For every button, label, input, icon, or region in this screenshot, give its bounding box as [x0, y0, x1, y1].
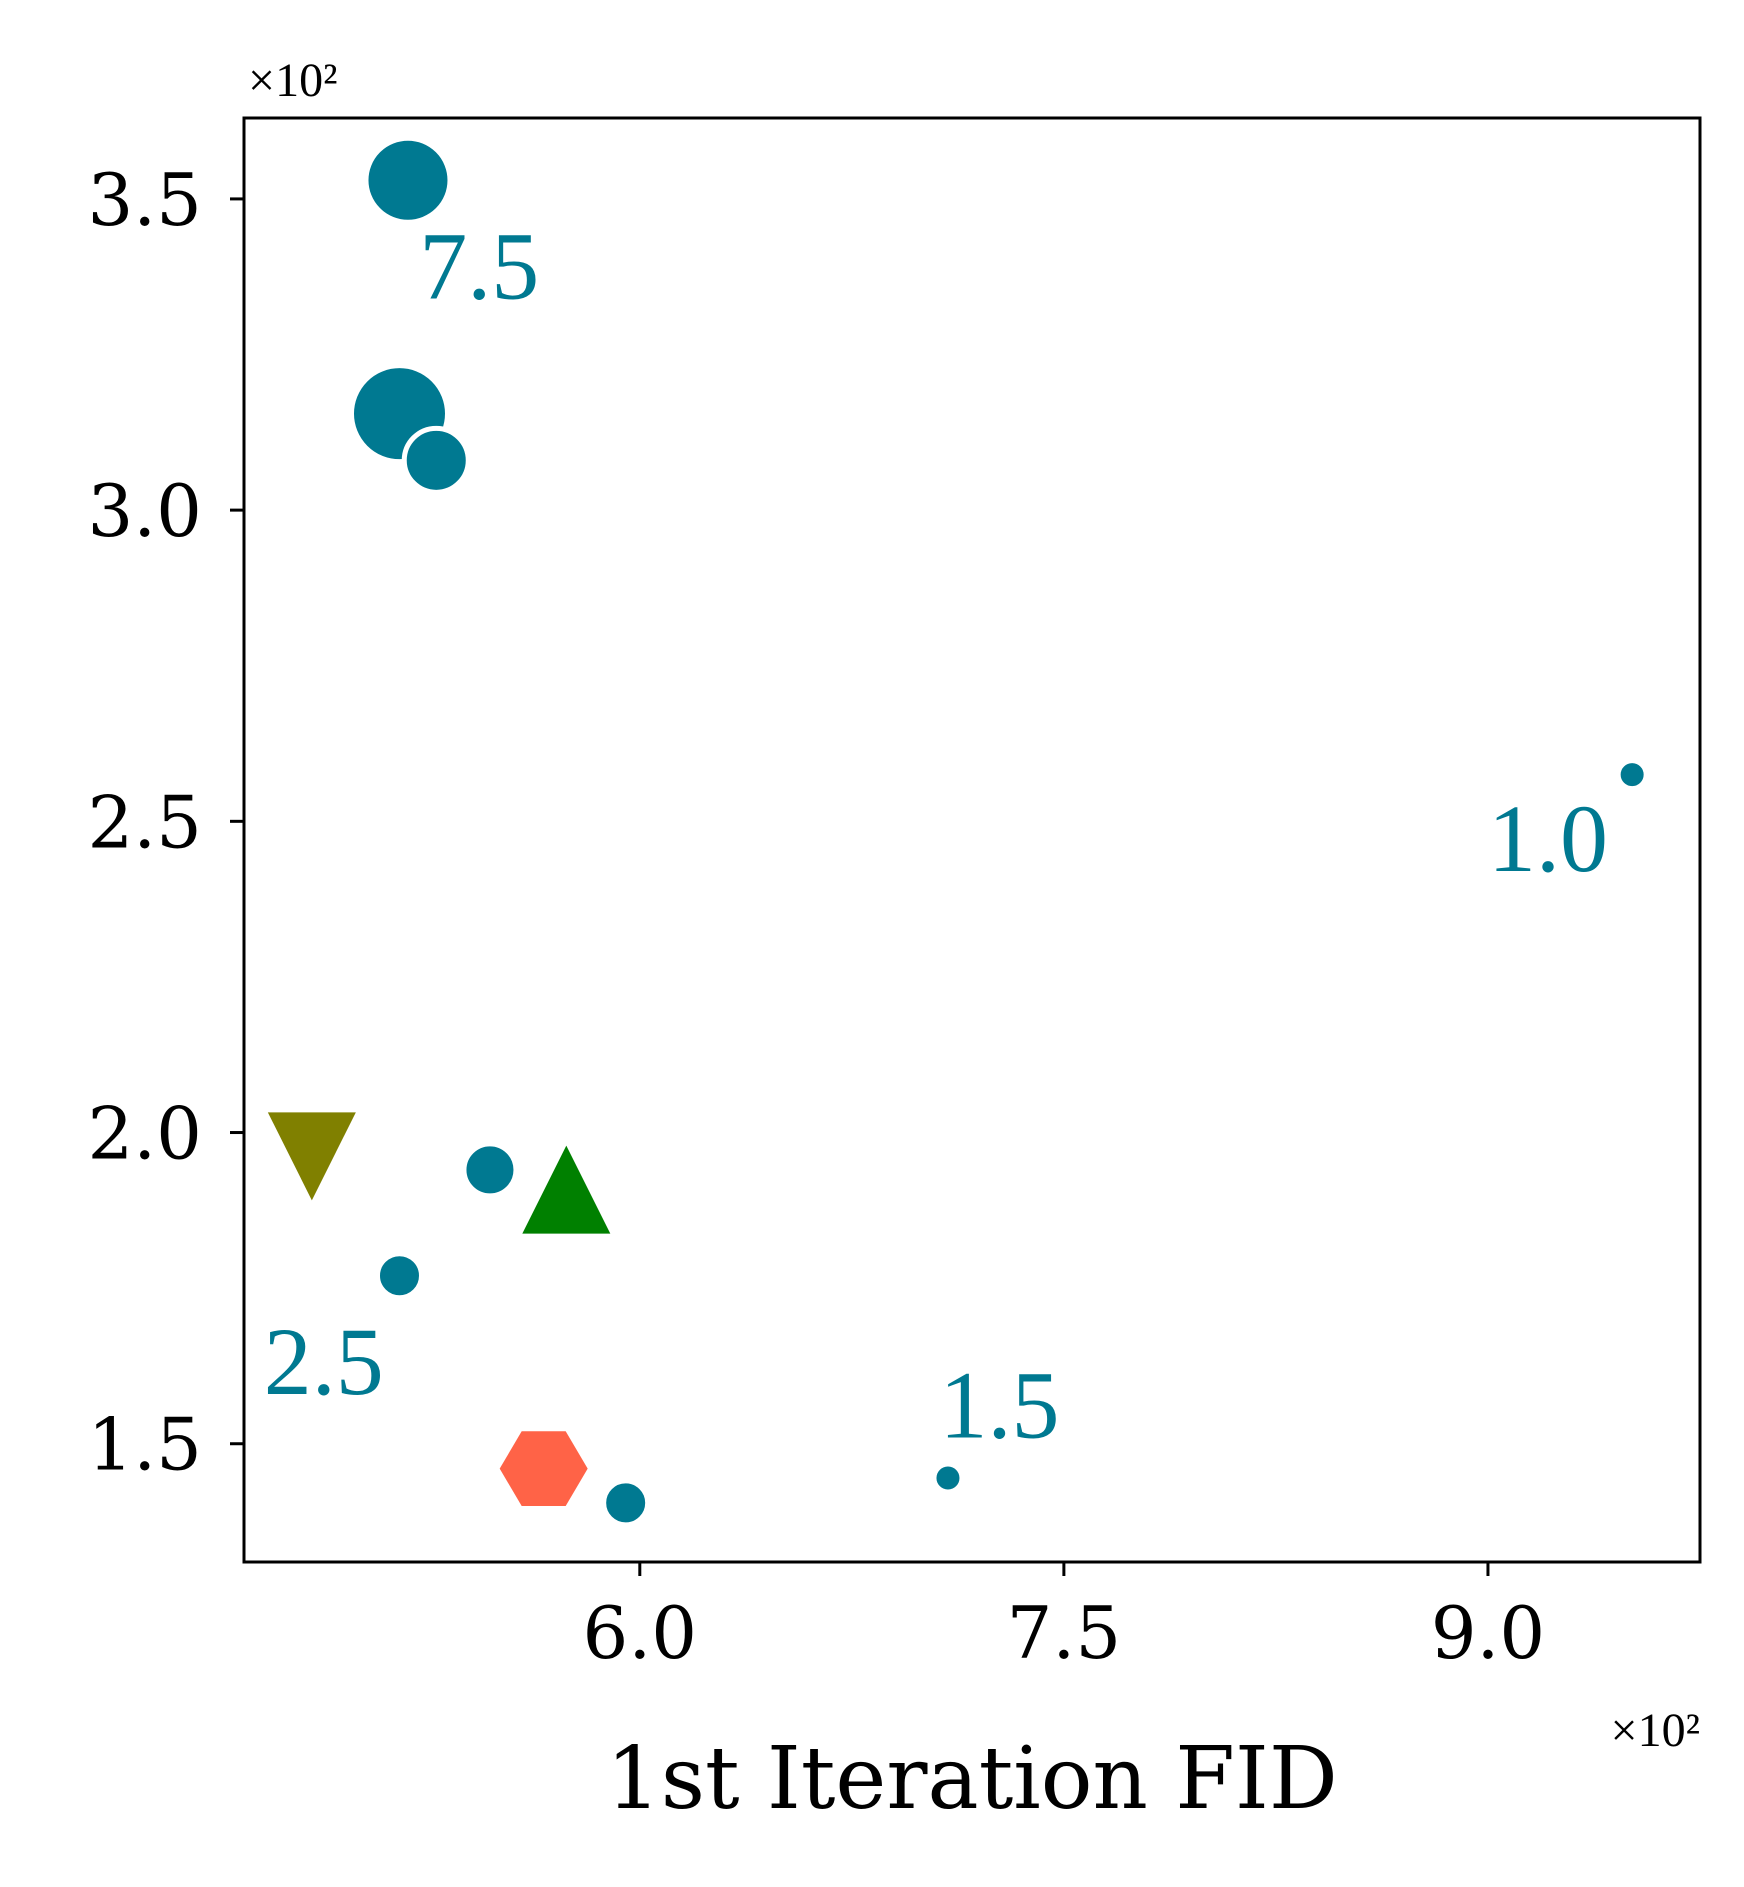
- scatter-point: [374, 1251, 424, 1301]
- ticks-layer: 6.0 7.5 9.0 1.5 2.0 2.5 3.0 3.5: [87, 158, 1545, 1675]
- x-axis-label: 1st Iteration FID: [606, 1729, 1338, 1829]
- scatter-point: [401, 425, 471, 495]
- point-annotation: 1.5: [939, 1352, 1059, 1459]
- x-tick-label: 9.0: [1431, 1591, 1546, 1675]
- plot-frame: [242, 116, 1702, 1564]
- marks-layer: [267, 135, 1649, 1528]
- point-annotation: 7.5: [419, 213, 539, 320]
- y-tick-label: 3.5: [87, 158, 202, 242]
- scatter-point: [1615, 758, 1649, 792]
- y-tick-label: 2.5: [87, 780, 202, 864]
- y-axis-multiplier: ×10²: [248, 54, 337, 107]
- triangle-down-point: [267, 1112, 356, 1201]
- point-annotation: 1.0: [1488, 785, 1608, 892]
- x-tick-label: 6.0: [583, 1591, 698, 1675]
- triangle-up-point: [522, 1145, 611, 1234]
- y-tick-label: 1.5: [87, 1403, 202, 1487]
- y-tick-label: 3.0: [87, 469, 202, 553]
- x-tick-label: 7.5: [1007, 1591, 1122, 1675]
- scatter-point: [931, 1461, 965, 1495]
- hexagon-point: [499, 1431, 588, 1506]
- scatter-point: [461, 1141, 519, 1199]
- x-axis-multiplier: ×10²: [1611, 1704, 1700, 1757]
- scatter-point: [363, 135, 453, 225]
- annotations-layer: 7.5 1.0 2.5 1.5: [264, 213, 1608, 1459]
- y-tick-label: 2.0: [87, 1092, 202, 1176]
- point-annotation: 2.5: [264, 1308, 384, 1415]
- scatter-point: [601, 1478, 651, 1528]
